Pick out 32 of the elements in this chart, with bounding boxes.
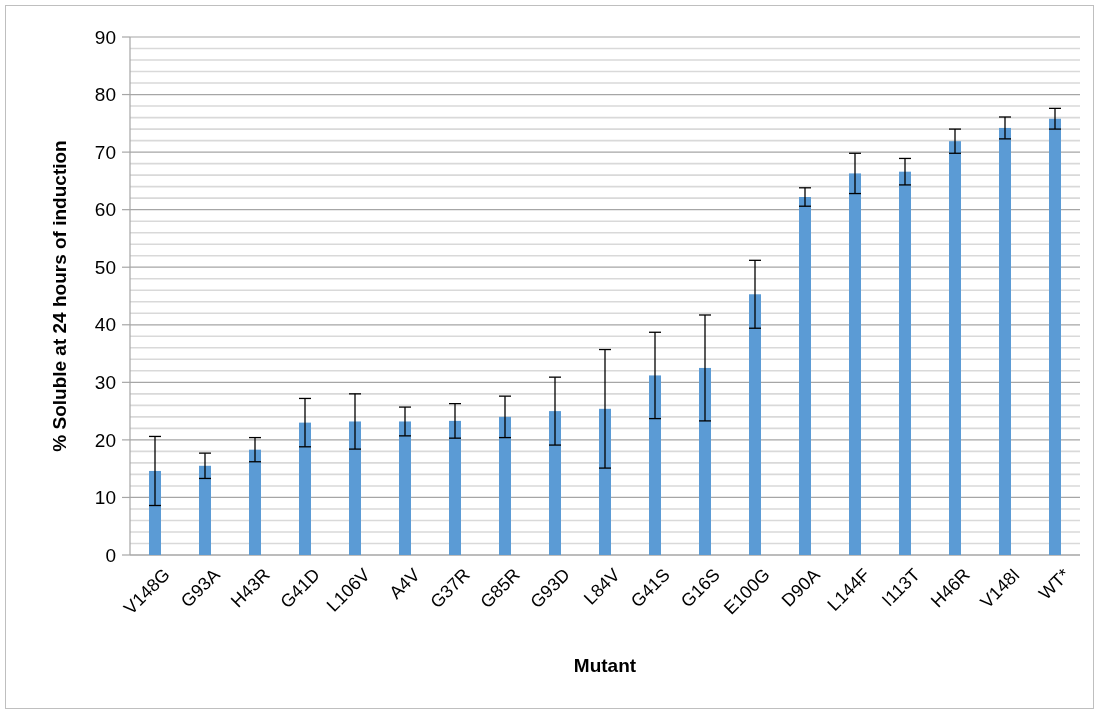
y-tick-label: 40 (94, 314, 116, 336)
bar (349, 421, 361, 555)
bar (949, 141, 961, 555)
y-tick-label: 30 (94, 371, 116, 393)
y-tick-label: 20 (94, 429, 116, 451)
bar (749, 294, 761, 555)
y-tick-label: 0 (105, 544, 116, 566)
bar (299, 422, 311, 555)
y-axis-title: % Soluble at 24 hours of induction (49, 140, 70, 452)
bar (549, 411, 561, 555)
bar (499, 416, 511, 555)
bar (449, 420, 461, 555)
y-tick-label: 90 (94, 26, 116, 48)
y-tick-label: 50 (94, 256, 116, 278)
bar (649, 375, 661, 555)
bar (149, 470, 161, 555)
x-tick-label: WT* (1034, 564, 1074, 604)
bar (899, 171, 911, 555)
y-tick-label: 80 (94, 84, 116, 106)
bar (799, 197, 811, 555)
bar (249, 449, 261, 555)
x-axis-title: Mutant (573, 655, 637, 676)
bar (599, 408, 611, 555)
bar (199, 465, 211, 555)
bar (849, 173, 861, 555)
bar (999, 127, 1011, 555)
y-tick-label: 70 (94, 141, 116, 163)
y-tick-label: 10 (94, 487, 116, 509)
bar (399, 421, 411, 555)
bar (1049, 118, 1061, 555)
y-tick-label: 60 (94, 199, 116, 221)
bar (699, 367, 711, 555)
